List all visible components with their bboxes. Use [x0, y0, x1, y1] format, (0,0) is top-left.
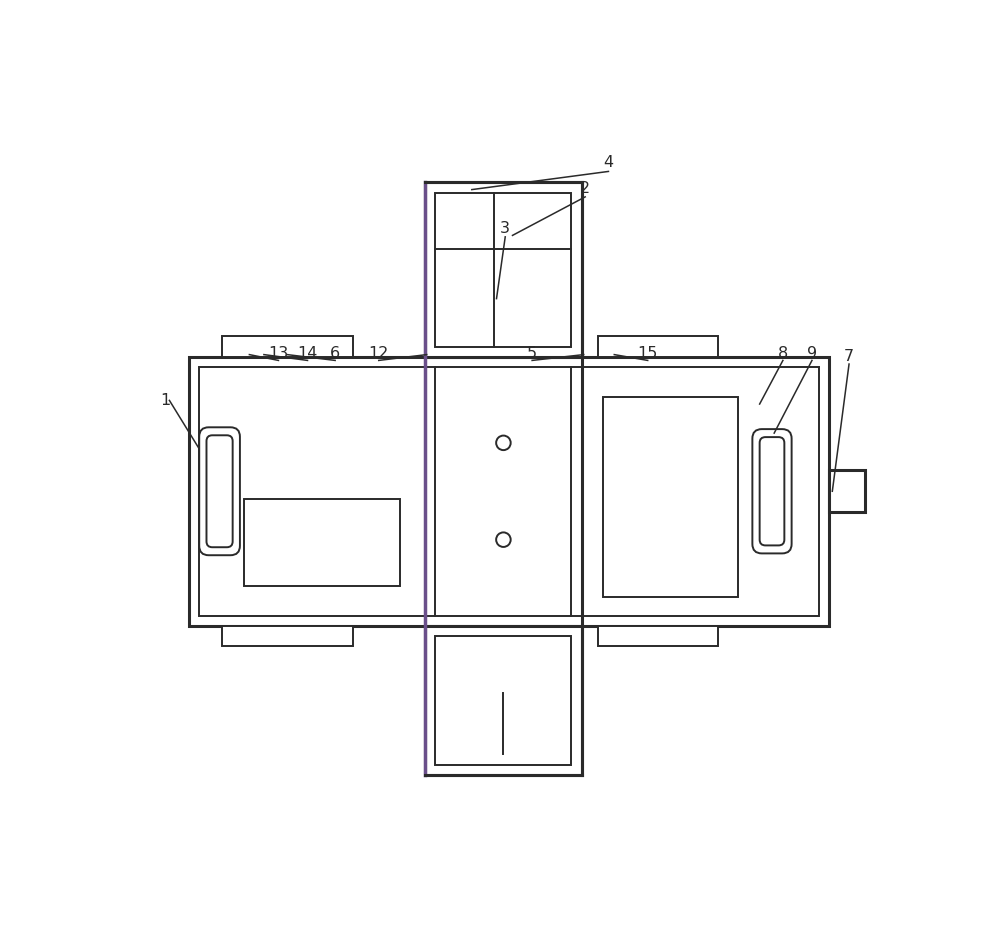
Bar: [425, 182, 582, 357]
Bar: [829, 470, 865, 513]
Bar: [598, 336, 718, 357]
Text: 4: 4: [603, 155, 614, 170]
Bar: [603, 396, 738, 597]
Bar: [222, 626, 353, 646]
Text: 3: 3: [500, 221, 510, 236]
Text: 1: 1: [161, 393, 171, 408]
Text: 2: 2: [580, 180, 590, 195]
Bar: [425, 626, 582, 775]
Bar: [435, 193, 571, 346]
Text: 15: 15: [638, 346, 658, 361]
FancyBboxPatch shape: [199, 428, 240, 555]
Text: 13: 13: [268, 346, 289, 361]
Bar: [189, 357, 829, 626]
FancyBboxPatch shape: [760, 437, 784, 546]
Text: 9: 9: [807, 346, 817, 361]
Bar: [435, 636, 571, 765]
Bar: [598, 626, 718, 646]
Text: 14: 14: [297, 346, 318, 361]
Text: 5: 5: [527, 346, 537, 361]
FancyBboxPatch shape: [206, 435, 233, 548]
Text: 12: 12: [369, 346, 389, 361]
FancyBboxPatch shape: [752, 430, 792, 553]
Bar: [222, 336, 353, 357]
Bar: [199, 367, 819, 615]
Bar: [244, 498, 400, 585]
Text: 6: 6: [330, 346, 340, 361]
Text: 7: 7: [844, 349, 854, 364]
Text: 8: 8: [778, 346, 788, 361]
